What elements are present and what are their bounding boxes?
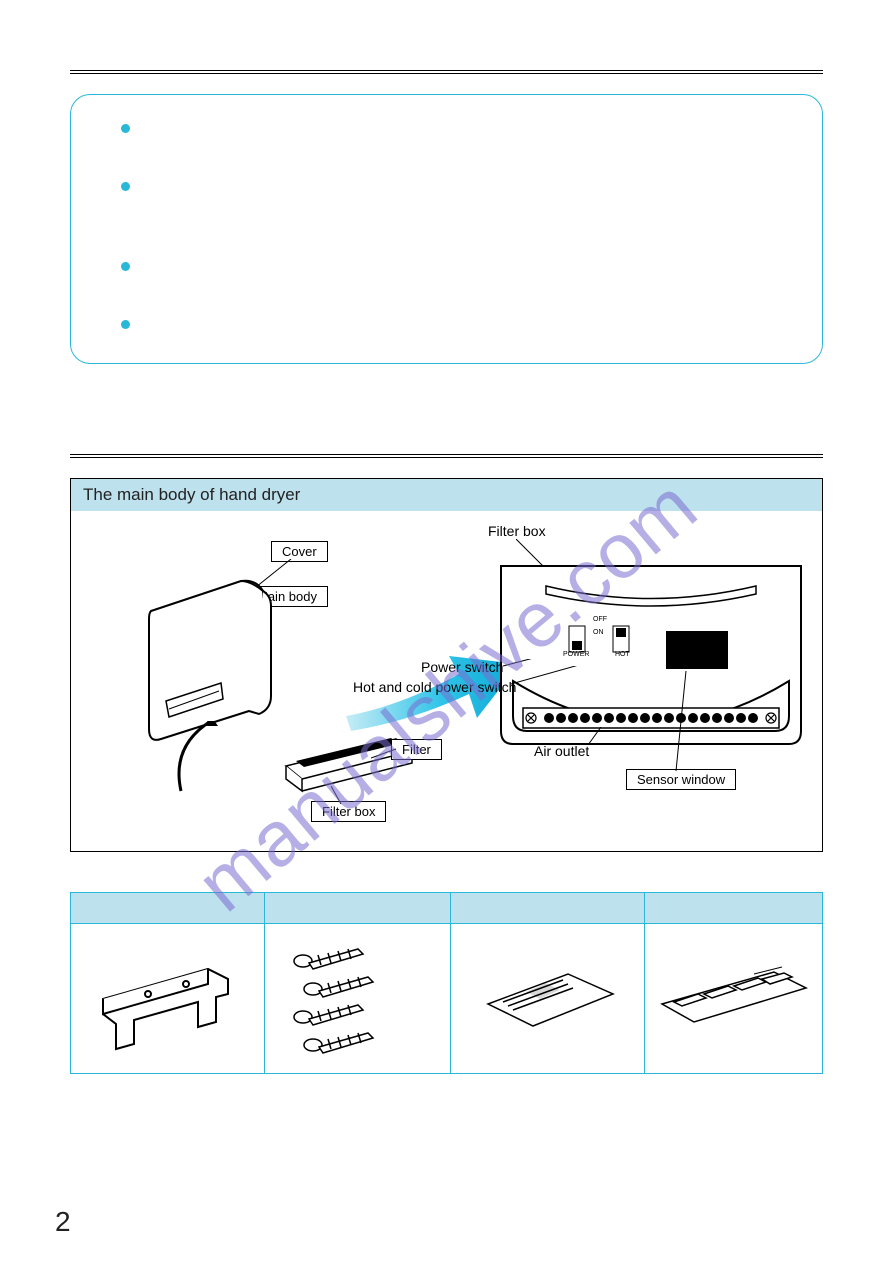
- label-power-switch: Power switch: [421, 659, 503, 675]
- accessory-cell-bracket: [71, 923, 265, 1073]
- accessory-header: [645, 893, 822, 923]
- label-off: OFF: [593, 616, 607, 623]
- label-hot-cold-switch: Hot and cold power switch: [353, 679, 516, 695]
- bullet-item: [121, 120, 787, 138]
- page-number: 2: [55, 1206, 71, 1238]
- diagram-panel: The main body of hand dryer Filter box C…: [70, 478, 823, 852]
- top-double-rule: [70, 70, 823, 74]
- label-hot-tiny: HOT: [615, 651, 630, 658]
- accessory-cell-manual: [451, 923, 645, 1073]
- leader-line-icon: [331, 786, 351, 806]
- accessory-header: [265, 893, 451, 923]
- spacer: [70, 404, 823, 454]
- bullet-item: [121, 258, 787, 276]
- screws-icon: [283, 939, 433, 1059]
- filter-assembly-icon: [166, 721, 426, 831]
- sticker-icon: [654, 954, 814, 1044]
- panel-title: The main body of hand dryer: [71, 479, 822, 511]
- label-filter-box-top: Filter box: [488, 523, 546, 539]
- accessories-table: [70, 892, 823, 1074]
- accessory-header: [451, 893, 645, 923]
- mid-double-rule: [70, 454, 823, 458]
- accessory-cell-screws: [265, 923, 451, 1073]
- panel-body: Filter box Cover Main body: [71, 511, 822, 851]
- bullet-list: [121, 120, 787, 334]
- label-power-tiny: POWER: [563, 651, 589, 658]
- leader-line-icon: [371, 746, 401, 761]
- accessory-cell-sticker: [645, 923, 822, 1073]
- accessory-header: [71, 893, 265, 923]
- leader-line-icon: [576, 727, 606, 747]
- bullet-item: [121, 178, 787, 196]
- page: The main body of hand dryer Filter box C…: [0, 0, 893, 1114]
- info-box: [70, 94, 823, 364]
- label-sensor-window: Sensor window: [626, 769, 736, 790]
- bullet-item: [121, 316, 787, 334]
- manual-icon: [468, 944, 628, 1054]
- leader-line-icon: [671, 671, 701, 771]
- label-on: ON: [593, 629, 604, 636]
- bracket-icon: [88, 944, 248, 1054]
- leader-line-icon: [511, 666, 621, 686]
